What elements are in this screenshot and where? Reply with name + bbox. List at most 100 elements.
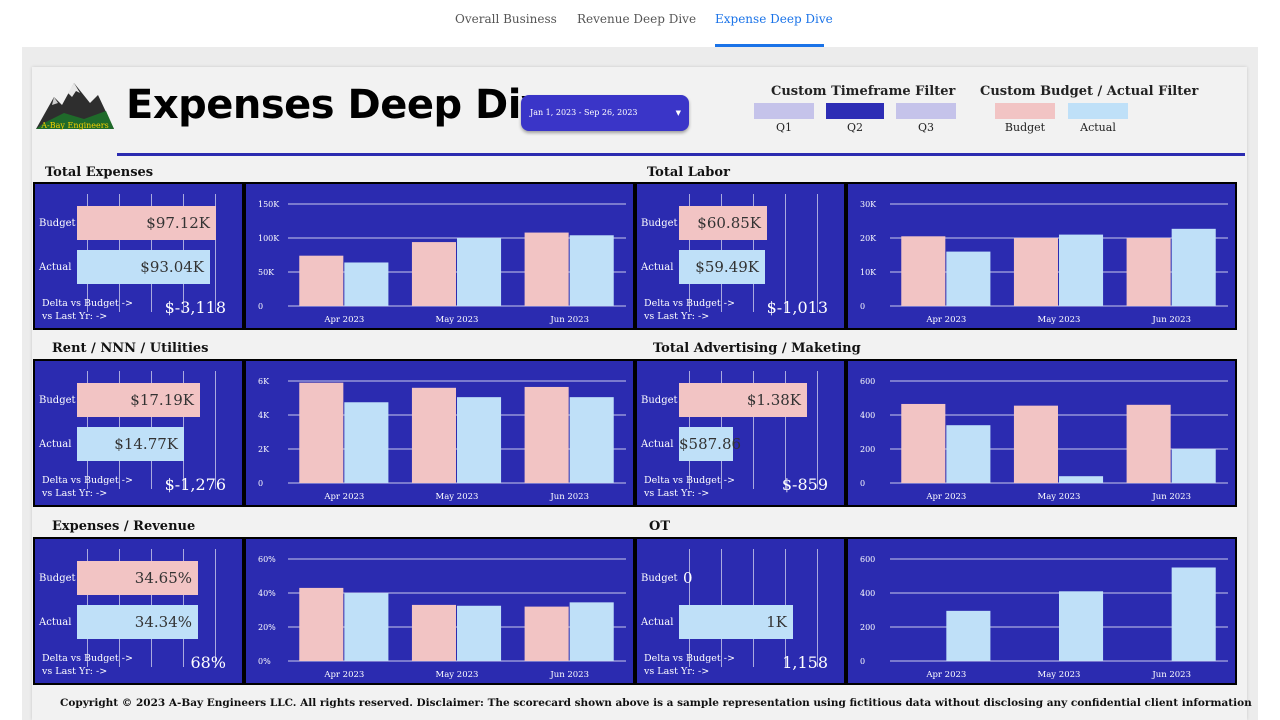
y-tick-label: 50K — [258, 268, 275, 277]
budget-bar[interactable] — [901, 236, 946, 306]
y-tick-label: 10K — [860, 268, 877, 277]
actual-bar[interactable] — [344, 262, 389, 306]
budget-bar[interactable] — [524, 606, 569, 661]
budget-bar[interactable] — [411, 387, 456, 483]
actual-bar[interactable] — [1171, 449, 1216, 483]
date-range-picker[interactable]: Jan 1, 2023 - Sep 26, 2023 ▼ — [521, 95, 689, 131]
actual-bar[interactable] — [1059, 234, 1104, 306]
kpi-lastyr-label: vs Last Yr: -> — [42, 311, 108, 322]
actual-bar[interactable] — [946, 425, 991, 483]
kpi-card: 34.65% 34.34% Budget Actual Delta vs Budget … — [33, 537, 244, 685]
actual-bar[interactable] — [569, 602, 614, 661]
y-tick-label: 0 — [860, 479, 865, 488]
bar-chart: 0% 20% 40% 60% Apr 2023 May 2023 Jun 2023 — [244, 537, 635, 685]
actual-bar[interactable] — [569, 397, 614, 483]
x-tick-label: Jun 2023 — [1151, 315, 1191, 325]
budget-bar[interactable] — [411, 604, 456, 661]
budget-bar[interactable] — [1013, 238, 1058, 306]
chart-svg: 0% 20% 40% 60% Apr 2023 May 2023 Jun 2023 — [258, 555, 626, 680]
x-tick-label: Jun 2023 — [1151, 670, 1191, 680]
section-title: Total Expenses — [45, 165, 154, 180]
tab-expense-deep-dive[interactable]: Expense Deep Dive — [715, 12, 833, 26]
y-tick-label: 0 — [258, 302, 263, 311]
actual-bar[interactable] — [946, 610, 991, 661]
section-title: Rent / NNN / Utilities — [52, 341, 209, 356]
kpi-gridline — [785, 371, 786, 489]
y-tick-label: 400 — [860, 411, 875, 420]
kpi-delta-label: Delta vs Budget -> — [644, 475, 735, 486]
budget-bar[interactable] — [299, 382, 344, 483]
budget-bar[interactable] — [1013, 405, 1058, 483]
bar-chart: 0 50K 100K 150K Apr 2023 May 2023 Jun 2023 — [244, 182, 635, 330]
kpi-actual-bar: $14.77K — [77, 427, 184, 461]
budget-bar[interactable] — [1126, 238, 1171, 306]
kpi-budget-bar: $97.12K — [77, 206, 216, 240]
active-tab-indicator — [715, 44, 824, 47]
kpi-actual-label: Actual — [641, 617, 674, 628]
actual-bar[interactable] — [457, 605, 502, 661]
actual-bar[interactable] — [457, 397, 502, 483]
x-tick-label: May 2023 — [436, 492, 479, 502]
budget-bar[interactable] — [524, 386, 569, 483]
kpi-card: $97.12K $93.04K Budget Actual Delta vs Budge… — [33, 182, 244, 330]
kpi-delta-label: Delta vs Budget -> — [644, 653, 735, 664]
filter-budget-chip[interactable] — [995, 103, 1055, 119]
kpi-budget-label: Budget — [641, 573, 678, 584]
budget-bar[interactable] — [299, 587, 344, 661]
kpi-delta-label: Delta vs Budget -> — [644, 298, 735, 309]
bar-chart: 0 10K 20K 30K Apr 2023 May 2023 Jun 2023 — [846, 182, 1237, 330]
kpi-actual-bar: $59.49K — [679, 250, 765, 284]
actual-bar[interactable] — [457, 238, 502, 306]
kpi-actual-bar: $93.04K — [77, 250, 210, 284]
x-tick-label: Jun 2023 — [1151, 492, 1191, 502]
x-tick-label: Jun 2023 — [549, 492, 589, 502]
kpi-gridline — [215, 371, 216, 489]
section-title: Expenses / Revenue — [52, 519, 196, 534]
x-tick-label: May 2023 — [436, 670, 479, 680]
actual-bar[interactable] — [1171, 567, 1216, 662]
filter-q1-chip[interactable] — [754, 103, 814, 119]
kpi-delta-label: Delta vs Budget -> — [42, 475, 133, 486]
actual-bar[interactable] — [946, 251, 991, 306]
kpi-gridline — [753, 371, 754, 489]
y-tick-label: 40% — [258, 589, 276, 598]
filter-q3-chip[interactable] — [896, 103, 956, 119]
actual-bar[interactable] — [344, 402, 389, 483]
kpi-actual-label: Actual — [641, 439, 674, 450]
x-tick-label: Apr 2023 — [925, 670, 966, 680]
y-tick-label: 200 — [860, 445, 875, 454]
actual-bar[interactable] — [1059, 476, 1104, 483]
actual-bar[interactable] — [1059, 591, 1104, 661]
header-divider — [117, 153, 1245, 156]
kpi-actual-label: Actual — [39, 617, 72, 628]
x-tick-label: Apr 2023 — [323, 492, 364, 502]
y-tick-label: 0% — [258, 657, 271, 666]
x-tick-label: May 2023 — [1038, 315, 1081, 325]
budget-bar[interactable] — [411, 242, 456, 306]
logo-text: A-Bay Engineers — [40, 121, 108, 130]
tab-revenue-deep-dive[interactable]: Revenue Deep Dive — [577, 12, 697, 26]
actual-bar[interactable] — [569, 235, 614, 306]
x-tick-label: Apr 2023 — [323, 315, 364, 325]
kpi-delta-value: 68% — [190, 653, 226, 672]
budget-bar[interactable] — [901, 403, 946, 483]
budget-bar[interactable] — [299, 255, 344, 306]
bar-chart: 0 200 400 600 Apr 2023 May 2023 Jun 2023 — [846, 537, 1237, 685]
filter-actual-chip[interactable] — [1068, 103, 1128, 119]
filter-q1-label: Q1 — [775, 121, 793, 134]
x-tick-label: Jun 2023 — [549, 315, 589, 325]
kpi-delta-label: Delta vs Budget -> — [42, 653, 133, 664]
kpi-actual-bar: 34.34% — [77, 605, 198, 639]
kpi-lastyr-label: vs Last Yr: -> — [644, 666, 710, 677]
section-title: OT — [649, 519, 670, 534]
dropdown-caret-icon: ▼ — [675, 109, 681, 117]
kpi-lastyr-label: vs Last Yr: -> — [42, 666, 108, 677]
tab-overall-business[interactable]: Overall Business — [455, 12, 557, 26]
actual-bar[interactable] — [344, 593, 389, 661]
filter-q2-chip[interactable] — [826, 103, 884, 119]
kpi-delta-value: $-859 — [781, 475, 828, 494]
budget-bar[interactable] — [524, 232, 569, 306]
kpi-delta-label: Delta vs Budget -> — [42, 298, 133, 309]
budget-bar[interactable] — [1126, 404, 1171, 483]
actual-bar[interactable] — [1171, 228, 1216, 306]
